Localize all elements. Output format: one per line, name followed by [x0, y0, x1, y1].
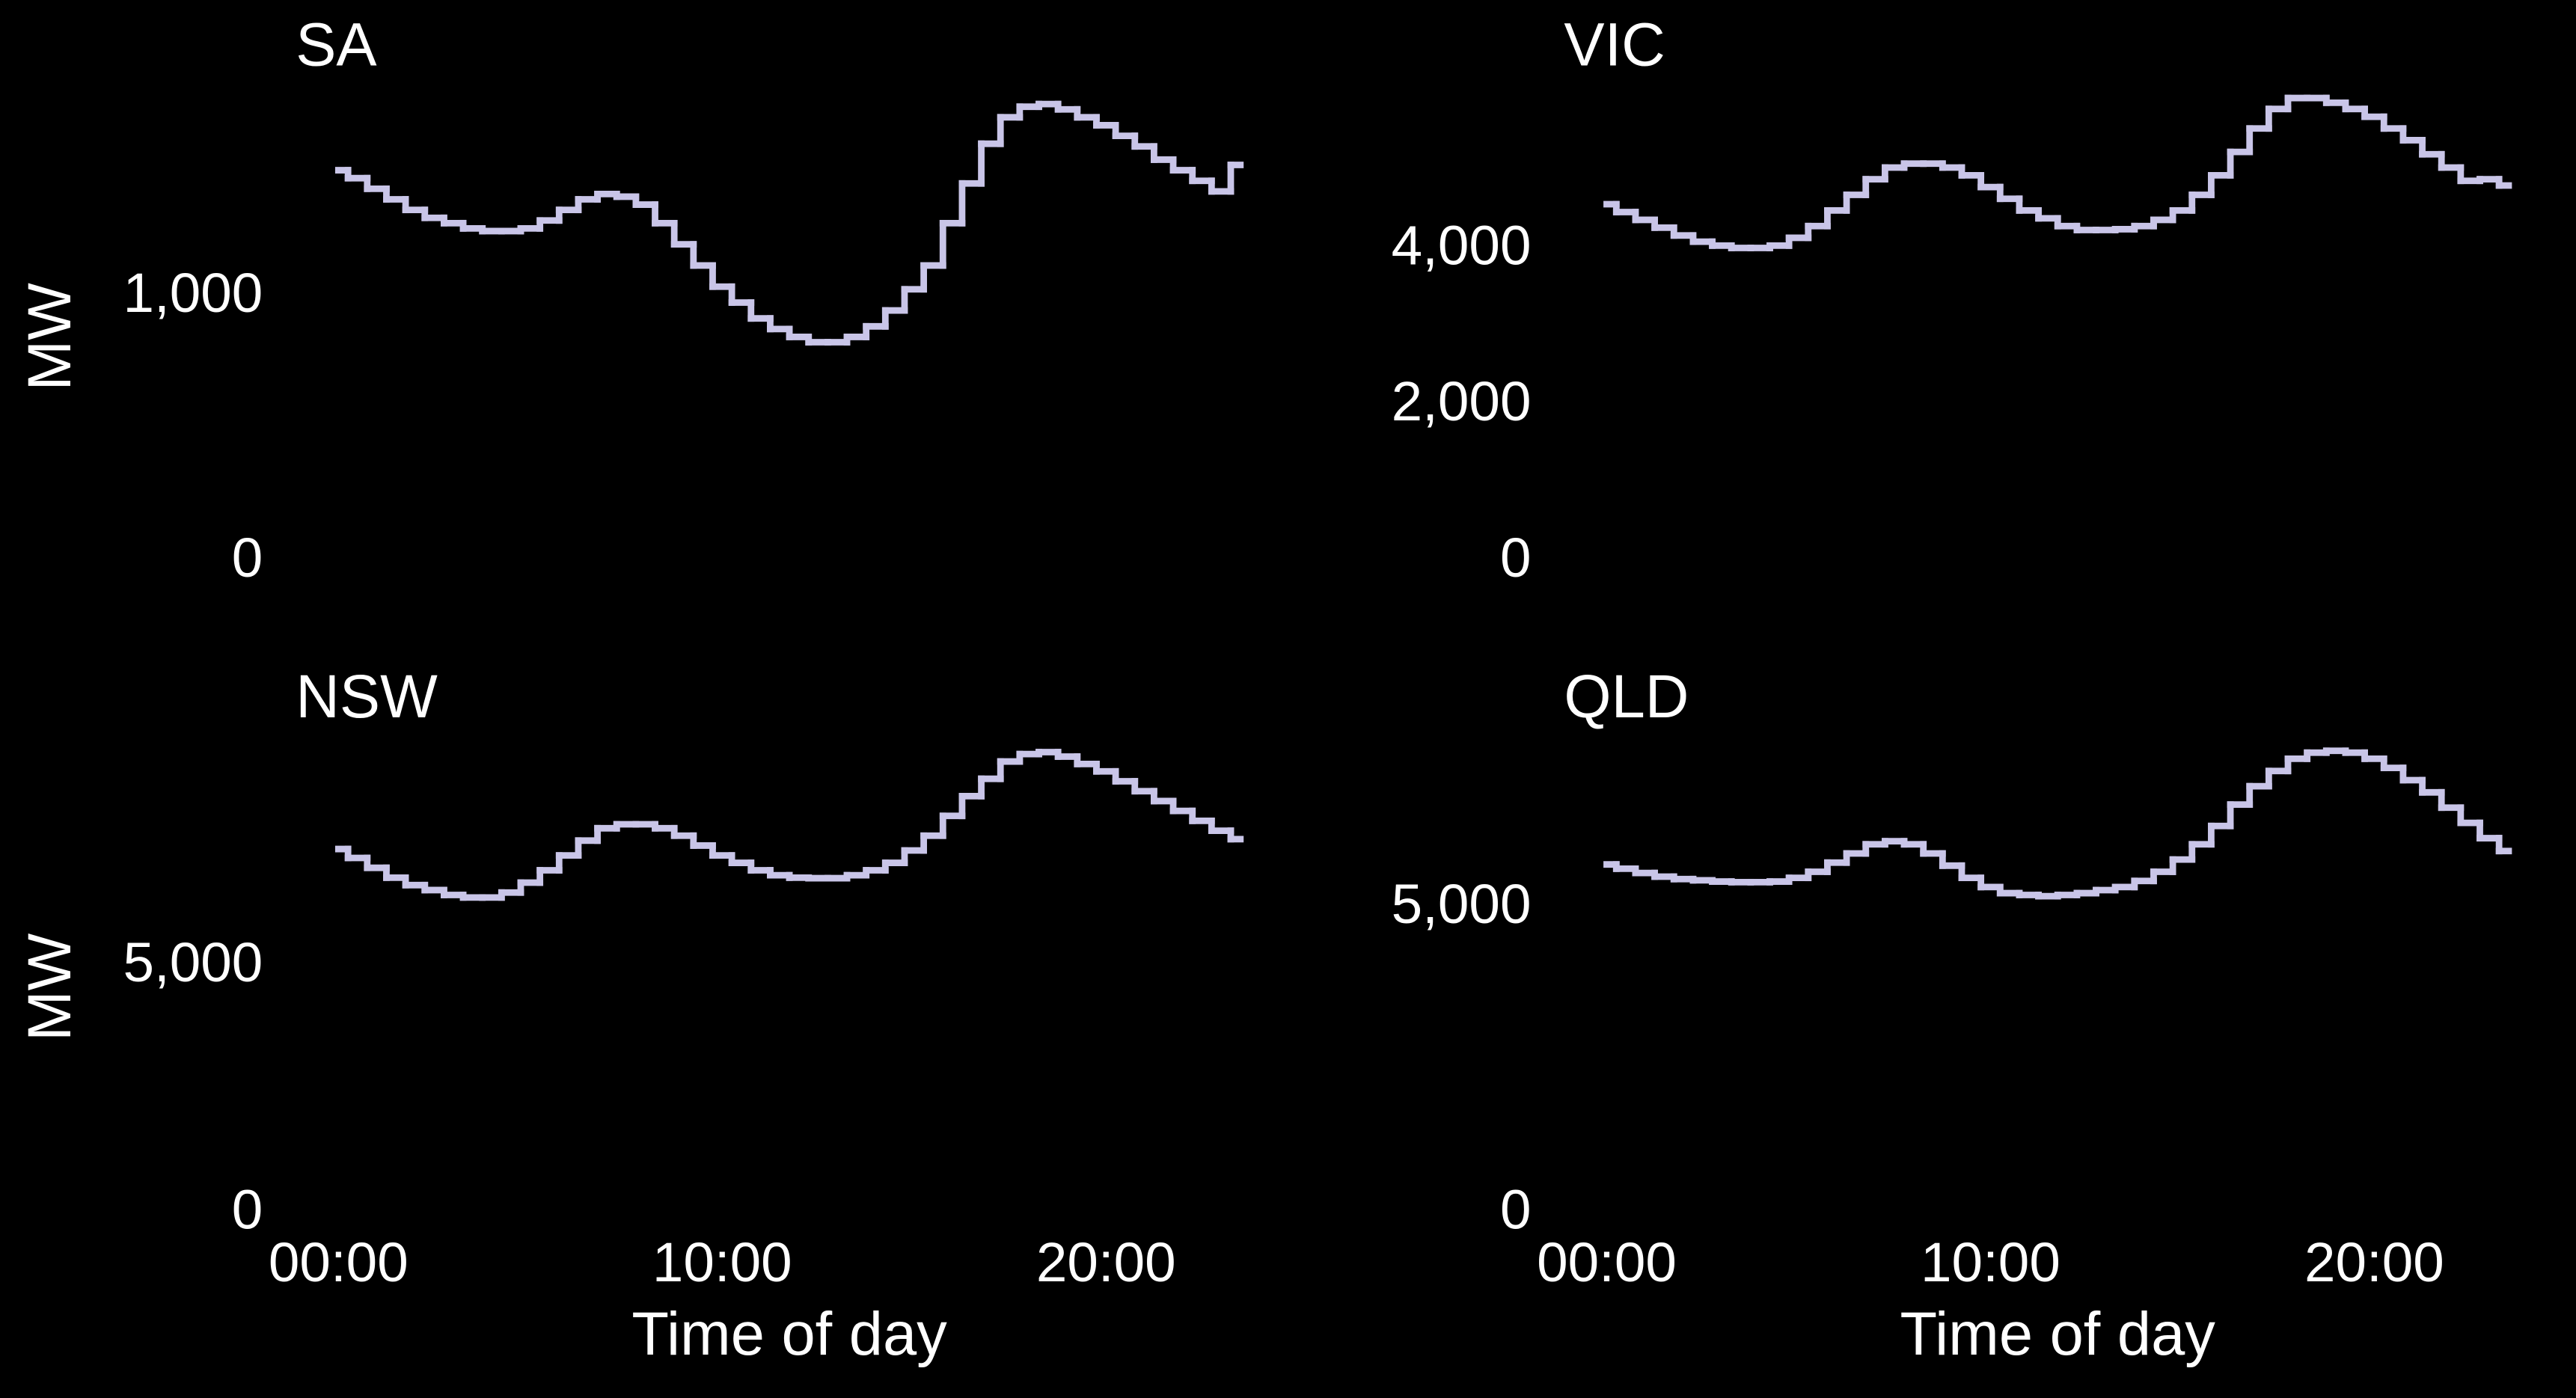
y-axis-label: MW [16, 933, 84, 1041]
y-axis-label: MW [16, 283, 84, 391]
x-axis-label: Time of day [1900, 1300, 2216, 1368]
y-tick-label: 5,000 [123, 931, 263, 993]
panel-title: QLD [1564, 663, 1689, 731]
y-tick-label: 5,000 [1392, 872, 1532, 935]
x-tick-label: 00:00 [1537, 1230, 1677, 1293]
y-tick-label: 2,000 [1392, 370, 1532, 432]
y-tick-label: 4,000 [1392, 213, 1532, 276]
x-tick-label: 00:00 [269, 1230, 409, 1293]
panel-title: VIC [1564, 11, 1665, 79]
x-tick-label: 10:00 [652, 1230, 792, 1293]
x-tick-label: 20:00 [2304, 1230, 2444, 1293]
y-tick-label: 0 [232, 526, 263, 589]
y-tick-label: 1,000 [123, 261, 263, 324]
panel-title: SA [296, 11, 377, 79]
y-tick-label: 0 [1500, 1178, 1532, 1241]
y-tick-label: 0 [232, 1178, 263, 1241]
y-tick-label: 0 [1500, 526, 1532, 589]
x-tick-label: 10:00 [1921, 1230, 2061, 1293]
x-axis-label: Time of day [631, 1300, 947, 1368]
panel-title: NSW [296, 663, 438, 731]
x-tick-label: 20:00 [1036, 1230, 1176, 1293]
